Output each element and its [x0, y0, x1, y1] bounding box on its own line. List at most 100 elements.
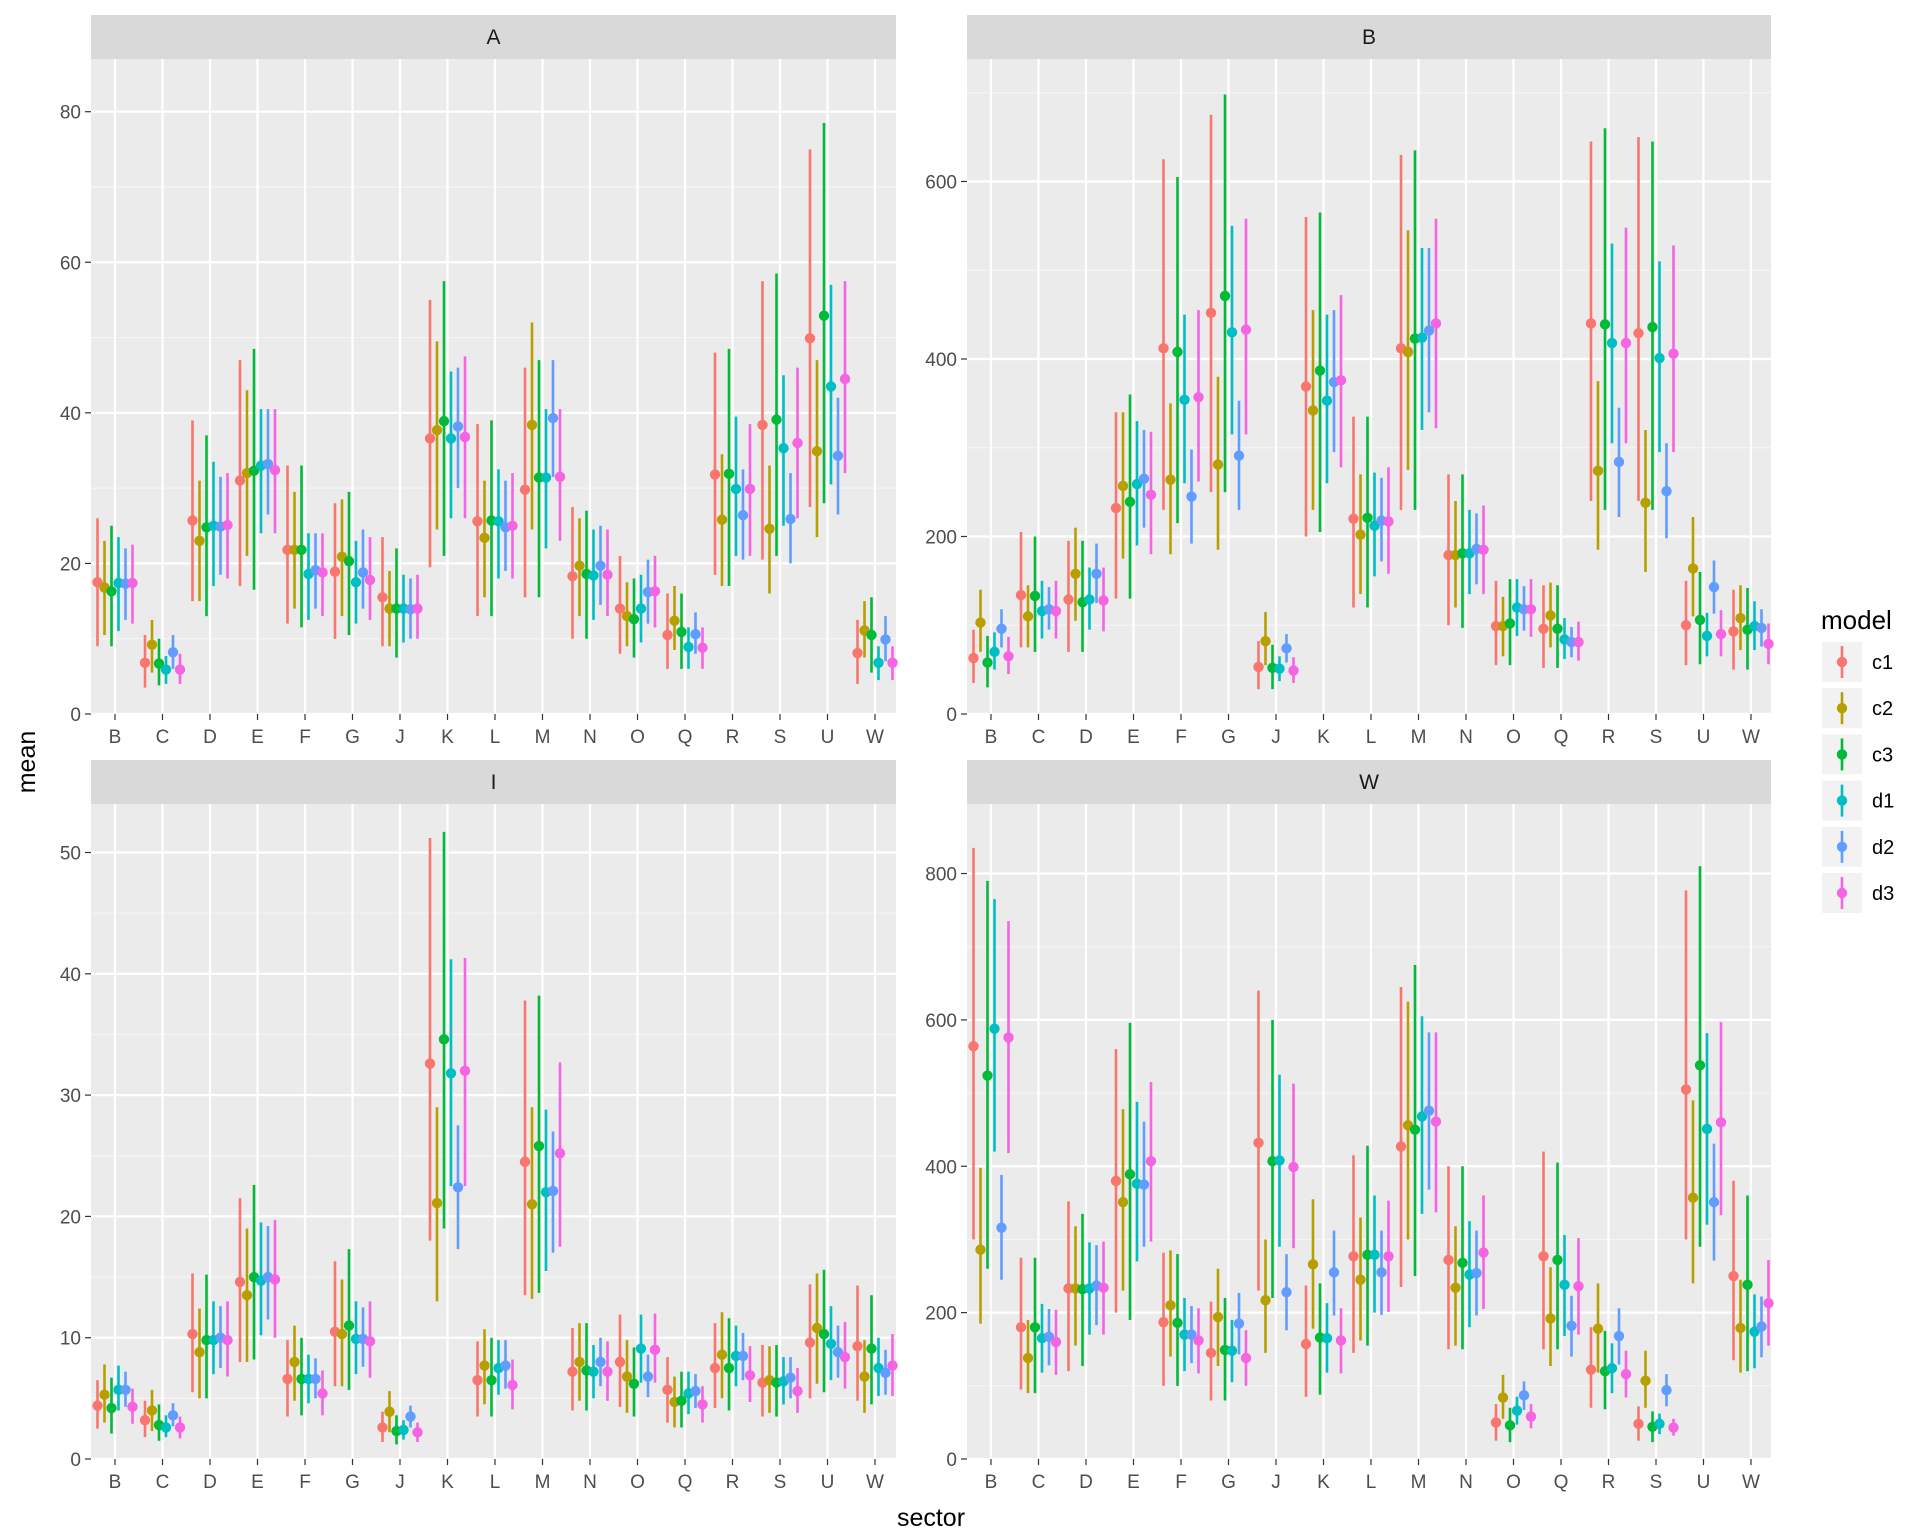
- mean-point: [1376, 1267, 1387, 1278]
- x-tick-label: G: [1221, 1472, 1236, 1493]
- mean-point: [1383, 1251, 1394, 1262]
- series-c1: [968, 847, 1739, 1441]
- mean-point: [519, 484, 531, 495]
- mean-point: [1545, 1313, 1556, 1324]
- mean-point: [364, 1336, 376, 1347]
- strip-background: [967, 15, 1771, 59]
- x-tick-label: D: [203, 727, 217, 748]
- mean-point: [139, 657, 151, 669]
- mean-point: [343, 555, 355, 567]
- x-tick-label: E: [251, 727, 264, 748]
- mean-point: [472, 516, 483, 527]
- mean-point: [1525, 1411, 1537, 1422]
- x-tick-label: F: [299, 1472, 311, 1493]
- mean-point: [792, 1385, 803, 1397]
- x-axis-title: sector: [897, 1504, 965, 1532]
- mean-point: [1274, 663, 1285, 674]
- series-d1: [989, 899, 1760, 1435]
- mean-point: [1680, 620, 1692, 631]
- mean-point: [982, 657, 993, 668]
- x-tick-label: B: [109, 727, 122, 748]
- mean-point: [1348, 1251, 1359, 1262]
- y-tick-label: 0: [70, 1450, 81, 1471]
- x-tick-label: E: [1127, 1472, 1140, 1493]
- series-c1: [92, 149, 863, 688]
- x-tick-label: F: [1175, 727, 1187, 748]
- y-tick-label: 600: [925, 1011, 957, 1032]
- mean-point: [1592, 465, 1604, 477]
- mean-point: [1443, 1254, 1454, 1266]
- mean-point: [669, 615, 680, 626]
- mean-point: [92, 1400, 103, 1411]
- mean-point: [662, 1384, 673, 1396]
- y-tick-label: 400: [925, 350, 957, 371]
- panel-b: B 0 200 400 600 B C D E F G J K L M N O Q R S U W: [925, 15, 1774, 748]
- mean-point: [1260, 636, 1271, 647]
- mean-point: [1253, 1137, 1264, 1149]
- y-tick-label: 80: [60, 103, 81, 124]
- mean-point: [377, 592, 388, 603]
- mean-point: [818, 1328, 830, 1340]
- y-tick-label: 40: [60, 404, 81, 425]
- mean-point: [1117, 480, 1129, 492]
- mean-point: [1735, 612, 1746, 624]
- mean-point: [167, 647, 179, 658]
- mean-point: [1592, 1323, 1604, 1334]
- mean-point: [174, 664, 186, 675]
- x-tick-label: G: [345, 727, 360, 748]
- mean-point: [1240, 324, 1252, 335]
- x-tick-label: M: [535, 1472, 551, 1493]
- mean-point: [1138, 1179, 1150, 1190]
- mean-point: [127, 1401, 138, 1413]
- mean-point: [479, 1360, 490, 1371]
- mean-point: [1205, 1347, 1217, 1359]
- mean-point: [1687, 1192, 1699, 1203]
- mean-point: [825, 1338, 837, 1349]
- mean-point: [1633, 328, 1644, 339]
- mean-point: [1307, 405, 1319, 416]
- mean-point: [282, 1373, 293, 1385]
- mean-point: [431, 1197, 443, 1209]
- mean-point: [996, 623, 1007, 634]
- mean-point: [635, 1343, 647, 1354]
- mean-point: [472, 1374, 483, 1386]
- x-tick-label: R: [1602, 1472, 1616, 1493]
- x-tick-label: O: [630, 1472, 645, 1493]
- mean-point: [507, 1379, 518, 1391]
- mean-point: [1715, 628, 1727, 640]
- mean-point: [1742, 1279, 1753, 1291]
- mean-point: [405, 1411, 416, 1422]
- x-tick-label: D: [1079, 727, 1093, 748]
- x-tick-label: C: [156, 727, 170, 748]
- mean-point: [989, 646, 1000, 658]
- panel-w: W 0 200 400 600 800 B C D E F G J K L M N O Q R S U W: [925, 760, 1774, 1493]
- mean-point: [146, 1405, 158, 1416]
- mean-point: [1620, 1368, 1632, 1380]
- mean-point: [99, 1389, 110, 1400]
- mean-point: [887, 657, 898, 669]
- x-tick-label: M: [535, 727, 551, 748]
- x-tick-label: C: [1032, 727, 1046, 748]
- mean-point: [1511, 1405, 1523, 1416]
- mean-point: [1172, 346, 1183, 358]
- mean-point: [1165, 1300, 1176, 1311]
- x-tick-label: D: [203, 1472, 217, 1493]
- mean-point: [554, 471, 566, 483]
- mean-point: [1158, 343, 1169, 354]
- mean-point: [329, 566, 341, 577]
- mean-point: [1084, 594, 1095, 605]
- x-tick-label: N: [1459, 1472, 1473, 1493]
- series-c1: [92, 837, 863, 1443]
- x-tick-label: S: [1650, 727, 1663, 748]
- y-tick-label: 20: [60, 554, 81, 575]
- panel-background: [967, 59, 1771, 714]
- mean-point: [1715, 1117, 1727, 1128]
- mean-point: [452, 1182, 464, 1193]
- mean-point: [996, 1222, 1007, 1233]
- mean-point: [1355, 529, 1366, 540]
- mean-point: [1321, 1333, 1333, 1344]
- series-d3: [1003, 218, 1774, 683]
- x-tick-label: Q: [678, 727, 693, 748]
- mean-point: [968, 1041, 979, 1052]
- y-tick-label: 40: [60, 965, 81, 986]
